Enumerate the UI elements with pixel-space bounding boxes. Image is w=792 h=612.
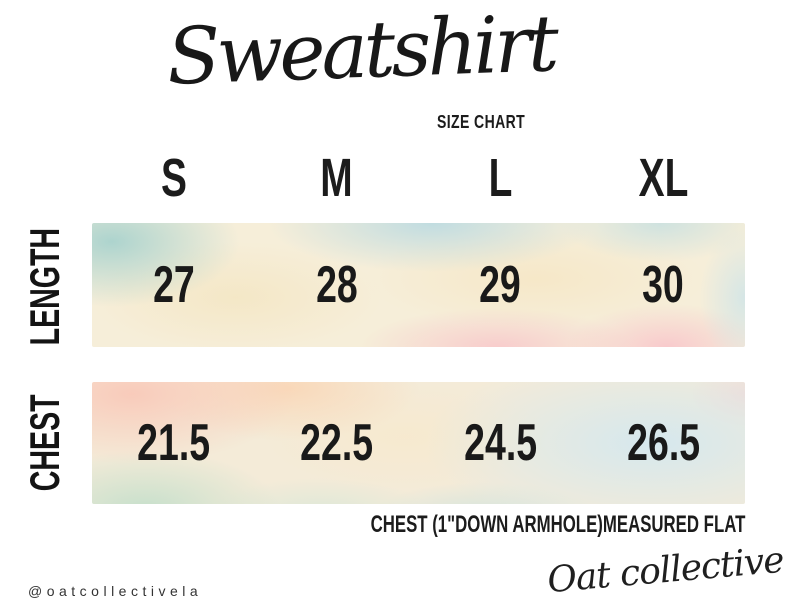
social-handle: @oatcollectivela xyxy=(28,583,203,599)
measurement-note: CHEST (1"DOWN ARMHOLE)MEASURED FLAT xyxy=(370,511,745,538)
cell-value: 21.5 xyxy=(137,414,211,472)
chest-value-xl: 26.5 xyxy=(582,382,745,504)
column-header-m: M xyxy=(255,148,418,208)
length-value-s: 27 xyxy=(92,223,255,347)
chest-value-s: 21.5 xyxy=(92,382,255,504)
cell-value: 30 xyxy=(642,256,685,314)
column-header-label: XL xyxy=(638,148,689,208)
length-value-m: 28 xyxy=(255,223,418,347)
size-column-headers: S M L XL xyxy=(92,148,745,208)
column-header-label: S xyxy=(160,148,187,208)
page-subtitle: SIZE CHART xyxy=(437,112,526,132)
cell-value: 26.5 xyxy=(626,414,700,472)
length-value-l: 29 xyxy=(419,223,582,347)
chest-value-l: 24.5 xyxy=(419,382,582,504)
cell-value: 29 xyxy=(479,256,521,314)
chest-row: 21.5 22.5 24.5 26.5 xyxy=(92,382,745,504)
column-header-label: M xyxy=(320,148,354,208)
chest-value-m: 22.5 xyxy=(255,382,418,504)
brand-signature: Oat collective xyxy=(545,539,786,602)
cell-value: 27 xyxy=(152,256,195,314)
cell-value: 22.5 xyxy=(300,414,374,472)
row-label-length: LENGTH xyxy=(21,207,68,367)
row-label-text: LENGTH xyxy=(21,228,68,346)
length-row: 27 28 29 30 xyxy=(92,223,745,347)
column-header-l: L xyxy=(419,148,582,208)
cell-value: 28 xyxy=(316,256,358,314)
column-header-label: L xyxy=(488,148,513,208)
column-header-s: S xyxy=(92,148,255,208)
page-title: Sweatshirt xyxy=(165,0,557,103)
length-value-xl: 30 xyxy=(582,223,745,347)
column-header-xl: XL xyxy=(582,148,745,208)
cell-value: 24.5 xyxy=(463,414,537,472)
row-label-text: CHEST xyxy=(21,394,68,492)
row-label-chest: CHEST xyxy=(21,363,68,523)
